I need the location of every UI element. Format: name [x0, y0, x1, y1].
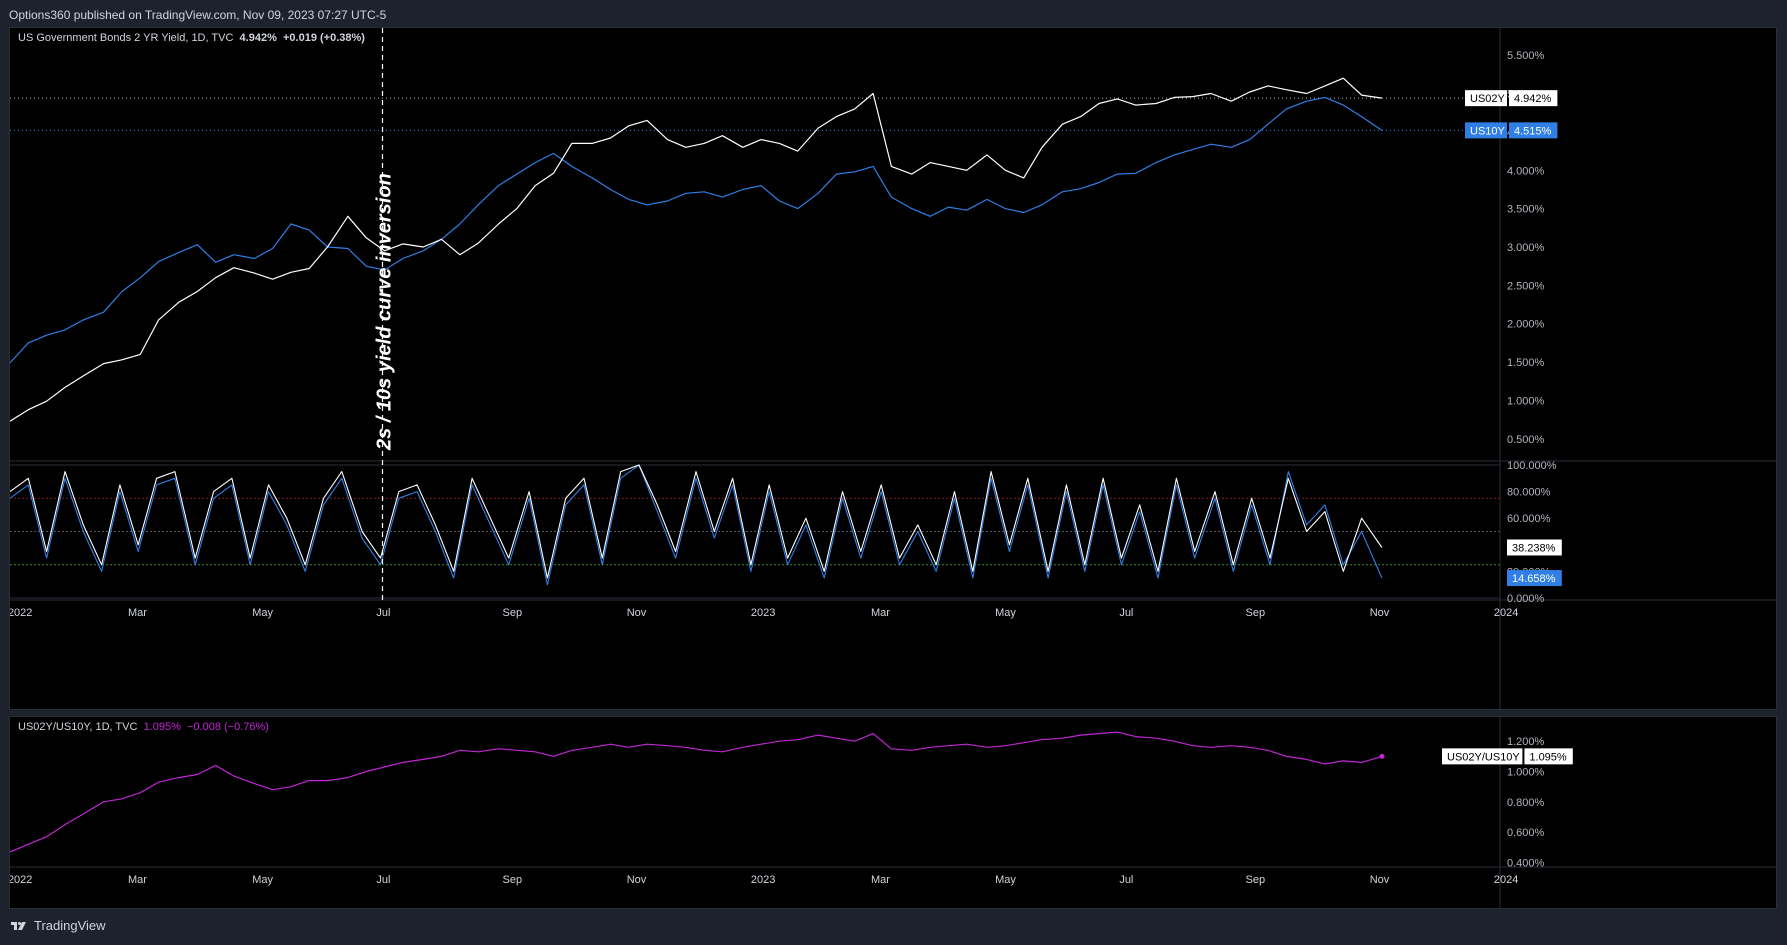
x-tick-label: Mar — [128, 607, 147, 619]
osc-line-white — [10, 464, 1383, 579]
osc-tick-label: 60.000% — [1507, 513, 1551, 525]
x-tick-label: Mar — [871, 607, 890, 619]
ratio-tick-label: 0.600% — [1507, 827, 1545, 839]
ratio-x-tick-label: Jul — [1119, 874, 1133, 886]
us10y-tag-value-bg — [1509, 122, 1558, 139]
x-tick-label: Nov — [1370, 607, 1390, 619]
ratio-tick-label: 1.000% — [1507, 767, 1545, 779]
ratio-tag-name-bg — [1442, 748, 1523, 765]
us10y-tag-name-bg — [1465, 122, 1507, 139]
published-caption: Options360 published on TradingView.com,… — [9, 8, 387, 22]
ratio-legend: US02Y/US10Y, 1D, TVC 1.095% −0.008 (−0.7… — [18, 721, 269, 733]
us02y-line — [10, 77, 1382, 422]
ratio-chart-svg[interactable]: 1.200% 1.000% 0.800% 0.600% 0.400% US02Y/US10… — [10, 717, 1776, 908]
x-tick-label: 2024 — [1494, 607, 1518, 619]
main-legend-change: +0.019 (+0.38%) — [282, 32, 365, 44]
ratio-x-tick-label: May — [995, 874, 1016, 886]
ratio-last-dot — [1379, 753, 1385, 759]
ratio-x-tick-label: 2024 — [1494, 874, 1518, 886]
main-chart-panel[interactable]: 5.500%5.000%4.500%4.000%3.500%3.000%2.50… — [9, 27, 1777, 710]
inversion-annotation: 2s / 10s yield curve inversion — [374, 173, 396, 451]
osc-white-tag: 38.238% — [1512, 542, 1556, 554]
ratio-x-tick-label: Mar — [871, 874, 890, 886]
y-tick-label: 4.000% — [1507, 165, 1545, 177]
osc-white-tag-bg — [1507, 539, 1562, 556]
ratio-tag-value-bg — [1524, 748, 1573, 765]
us02y-tag-value: 4.942% — [1514, 93, 1552, 105]
osc-tick-label: 0.000% — [1507, 593, 1545, 605]
x-tick-label: May — [252, 607, 273, 619]
x-tick-label: 2022 — [10, 607, 32, 619]
ratio-x-tick-label: May — [252, 874, 273, 886]
x-tick-label: Sep — [503, 607, 523, 619]
y-tick-label: 3.000% — [1507, 242, 1545, 254]
y-tick-label: 1.500% — [1507, 357, 1545, 369]
tradingview-branding[interactable]: TradingView — [10, 918, 106, 933]
y-tick-label: 3.500% — [1507, 204, 1545, 216]
y-tick-label: 2.000% — [1507, 319, 1545, 331]
y-tick-label: 0.500% — [1507, 434, 1545, 446]
x-tick-label: 2023 — [751, 607, 775, 619]
ratio-line — [10, 731, 1383, 853]
ratio-tick-label: 0.800% — [1507, 797, 1545, 809]
ratio-x-tick-label: Nov — [627, 874, 647, 886]
main-legend-name: US Government Bonds 2 YR Yield, 1D, TVC — [18, 32, 234, 44]
x-tick-label: Jul — [1119, 607, 1133, 619]
ratio-x-tick-label: 2023 — [751, 874, 775, 886]
ratio-chart-panel[interactable]: 1.200% 1.000% 0.800% 0.600% 0.400% US02Y/US10… — [9, 716, 1777, 909]
x-tick-label: Nov — [627, 607, 647, 619]
x-tick-label: Sep — [1246, 607, 1266, 619]
us10y-tag-name: US10Y — [1470, 125, 1506, 137]
main-legend-value: 4.942% — [239, 32, 277, 44]
brand-name: TradingView — [34, 918, 106, 933]
main-chart-svg[interactable]: 5.500%5.000%4.500%4.000%3.500%3.000%2.50… — [10, 28, 1776, 709]
ratio-x-tick-label: Mar — [128, 874, 147, 886]
us10y-line — [10, 96, 1383, 364]
ratio-tick-label: 0.400% — [1507, 857, 1545, 869]
x-tick-label: Jul — [376, 607, 390, 619]
y-tick-label: 5.500% — [1507, 50, 1545, 62]
ratio-x-tick-label: Sep — [1246, 874, 1266, 886]
ratio-legend-change: −0.008 (−0.76%) — [187, 721, 269, 733]
us02y-tag-name-bg — [1465, 90, 1507, 107]
osc-blue-tag: 14.658% — [1512, 573, 1556, 585]
ratio-tick-label: 1.200% — [1507, 736, 1545, 748]
ratio-x-tick-label: 2022 — [10, 874, 32, 886]
tradingview-logo-icon — [11, 921, 26, 930]
us02y-tag-value-bg — [1509, 90, 1558, 107]
us02y-tag-name: US02Y — [1470, 93, 1506, 105]
osc-tick-label: 100.000% — [1507, 460, 1557, 472]
main-legend: US Government Bonds 2 YR Yield, 1D, TVC … — [18, 32, 365, 44]
y-tick-label: 1.000% — [1507, 395, 1545, 407]
ratio-x-tick-label: Nov — [1370, 874, 1390, 886]
osc-blue-tag-bg — [1507, 570, 1562, 587]
ratio-x-tick-label: Jul — [376, 874, 390, 886]
osc-line-blue — [10, 464, 1383, 586]
osc-tick-label: 80.000% — [1507, 487, 1551, 499]
ratio-tag-name: US02Y/US10Y — [1447, 751, 1520, 763]
us10y-tag-value: 4.515% — [1514, 125, 1552, 137]
x-tick-label: May — [995, 607, 1016, 619]
ratio-legend-name: US02Y/US10Y, 1D, TVC — [18, 721, 138, 733]
ratio-x-tick-label: Sep — [503, 874, 523, 886]
ratio-legend-value: 1.095% — [143, 721, 181, 733]
ratio-tag-value: 1.095% — [1529, 751, 1567, 763]
y-tick-label: 2.500% — [1507, 280, 1545, 292]
